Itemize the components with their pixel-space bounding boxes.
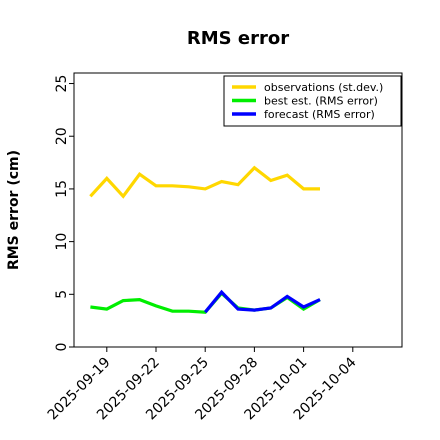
chart-title: RMS error	[187, 28, 289, 49]
y-axis-ticks: 0 5 10 15 20 25	[54, 75, 74, 352]
legend-label: best est. (RMS error)	[264, 95, 378, 108]
legend: observations (st.dev.)best est. (RMS err…	[223, 75, 402, 127]
legend-label: forecast (RMS error)	[264, 108, 375, 121]
y-tick-label: 5	[54, 290, 70, 299]
y-tick-label: 15	[54, 180, 70, 198]
y-tick-label: 25	[54, 75, 70, 93]
y-axis-label: RMS error (cm)	[6, 150, 22, 270]
legend-label: observations (st.dev.)	[264, 81, 383, 94]
plot-frame	[73, 72, 403, 348]
series-line-2	[203, 289, 321, 314]
y-tick-label: 0	[54, 343, 70, 352]
y-tick-label: 10	[54, 233, 70, 251]
x-axis-ticks: 2025-09-192025-09-222025-09-252025-09-28…	[45, 347, 360, 423]
series-line-0	[89, 165, 320, 199]
series-layer	[89, 165, 321, 314]
y-tick-label: 20	[54, 127, 70, 145]
